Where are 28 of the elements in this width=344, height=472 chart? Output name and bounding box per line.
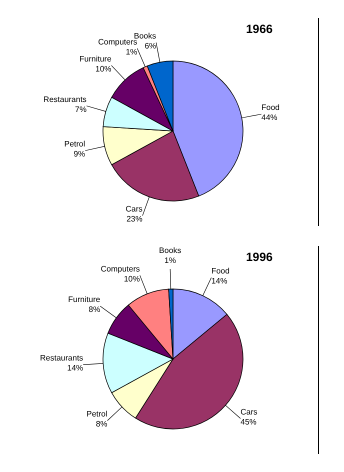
slice-label: Restaurants — [40, 354, 84, 363]
data-label: 8% — [96, 420, 108, 429]
data-label: 14% — [67, 364, 84, 373]
slice-label: Restaurants — [43, 94, 87, 104]
data-label: 23% — [126, 214, 143, 224]
slice-label: Petrol — [86, 410, 108, 419]
slice-label: Food — [211, 266, 230, 276]
data-label: 1% — [126, 47, 138, 56]
slice-label: Furniture — [79, 54, 112, 64]
slice-label: Furniture — [68, 295, 101, 304]
data-label: 45% — [240, 418, 257, 427]
slice-label: Computers — [100, 264, 140, 274]
slice-label: Food — [261, 103, 280, 112]
slice-label: Books — [159, 246, 182, 256]
chart-title: 1996 — [246, 250, 273, 264]
data-label: 14% — [211, 276, 228, 286]
data-label: 10% — [124, 274, 140, 284]
slice-label: Cars — [126, 204, 143, 214]
chart-title: 1966 — [246, 22, 273, 36]
data-label: 9% — [74, 150, 86, 159]
data-label: 8% — [88, 305, 100, 314]
data-label: 44% — [261, 113, 278, 122]
data-label: 10% — [95, 64, 112, 74]
slice-label: Petrol — [64, 140, 86, 149]
data-label: 6% — [144, 42, 156, 51]
data-label: 1% — [164, 256, 176, 266]
slice-label: Cars — [240, 408, 258, 417]
data-label: 7% — [75, 104, 87, 114]
